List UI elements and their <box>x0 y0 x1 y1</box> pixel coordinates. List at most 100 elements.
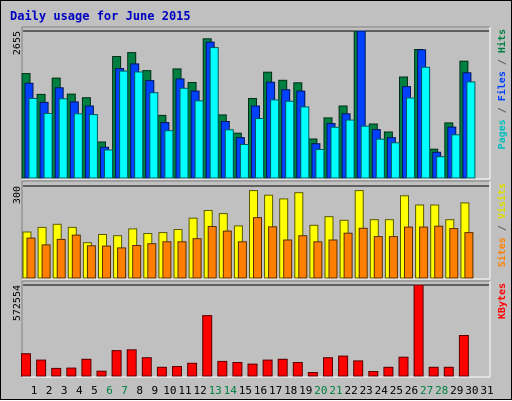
x-tick-label-day-4: 4 <box>76 384 83 397</box>
legend-entry: Sites <box>496 237 508 267</box>
pages-bar-day-28 <box>436 156 446 179</box>
pages-bar-day-9 <box>149 92 159 179</box>
pages-bar-day-12 <box>194 100 204 179</box>
sites-bar-day-14 <box>222 230 232 279</box>
pages-bar-day-22 <box>345 119 355 179</box>
kbytes-bar-day-7 <box>111 350 122 377</box>
pages-bar-day-25 <box>390 142 400 179</box>
kbytes-bar-day-18 <box>277 358 288 377</box>
pages-bar-day-6 <box>104 149 113 179</box>
pages-bar-day-21 <box>330 126 340 179</box>
legend-entry: / <box>497 101 508 119</box>
y-max-label: 2655 <box>12 31 23 55</box>
legend-entry: Hits <box>496 29 508 53</box>
x-tick-label-day-31: 31 <box>480 384 493 397</box>
kbytes-bar-day-29 <box>443 366 454 377</box>
kbytes-bar-day-23 <box>353 360 364 377</box>
pages-bar-day-18 <box>285 100 295 179</box>
sites-bar-day-2 <box>41 244 51 279</box>
pages-bar-day-17 <box>270 99 280 179</box>
x-tick-label-day-18: 18 <box>284 384 297 397</box>
pages-bar-day-24 <box>375 138 385 179</box>
x-tick-label-day-3: 3 <box>61 384 68 397</box>
sites-bar-day-25 <box>388 236 398 279</box>
kbytes-bar-day-10 <box>156 366 167 377</box>
pages-bar-day-26 <box>406 97 415 179</box>
x-axis-labels: 1 2 3 4 5 6 7 8 9 10 11 12 13 14 15 16 17 18 19 20 21 22 23 24 2… <box>31 384 494 397</box>
kbytes-bar-day-2 <box>36 359 47 377</box>
kbytes-bar-day-27 <box>413 284 424 377</box>
sites-bar-day-7 <box>117 247 127 279</box>
x-tick-label-day-24: 24 <box>375 384 389 397</box>
x-tick-label-day-22: 22 <box>344 384 357 397</box>
y-max-label: 300 <box>12 186 23 204</box>
x-tick-label-day-26: 26 <box>405 384 418 397</box>
pages-bar-day-29 <box>451 134 461 179</box>
x-tick-label-day-28: 28 <box>435 384 448 397</box>
pages-bar-day-23 <box>360 125 370 179</box>
x-tick-label-day-16: 16 <box>254 384 267 397</box>
x-tick-label-day-30: 30 <box>465 384 478 397</box>
pages-bar-day-27 <box>421 66 431 179</box>
y-max-label: 572554 <box>12 285 23 321</box>
kbytes-bar-day-20 <box>307 372 318 377</box>
pages-bar-day-3 <box>58 98 68 179</box>
chart-panels: 2655 Pages / Files / Hits 300 Sites / Visit… <box>12 26 508 378</box>
sites-bar-day-28 <box>434 225 444 279</box>
pages-bar-day-8 <box>134 71 144 179</box>
x-tick-label-day-21: 21 <box>329 384 342 397</box>
pages-bar-day-11 <box>179 87 189 179</box>
x-tick-label-day-10: 10 <box>163 384 176 397</box>
kbytes-bar-day-22 <box>338 355 349 377</box>
kbytes-bar-day-26 <box>398 356 409 377</box>
sites-bar-day-4 <box>71 234 81 279</box>
kbytes-bar-day-8 <box>126 349 137 377</box>
kbytes-bar-day-17 <box>262 359 273 377</box>
kbytes-bar-day-12 <box>187 362 198 377</box>
sites-bar-day-21 <box>328 239 338 279</box>
legend-hits: Pages / Files / Hits <box>496 29 508 149</box>
panel-visits: 300 Sites / Visits <box>12 180 508 280</box>
kbytes-bar-day-3 <box>51 367 62 377</box>
sites-bar-day-19 <box>298 235 308 279</box>
kbytes-bar-day-21 <box>323 357 333 377</box>
legend-entry: / <box>497 53 508 71</box>
x-tick-label-day-9: 9 <box>151 384 158 397</box>
sites-bar-day-9 <box>147 243 157 279</box>
sites-bar-day-12 <box>192 238 202 279</box>
x-tick-label-day-17: 17 <box>269 384 282 397</box>
kbytes-bar-day-25 <box>383 366 394 377</box>
x-tick-label-day-27: 27 <box>420 384 433 397</box>
x-tick-label-day-8: 8 <box>136 384 143 397</box>
x-tick-label-day-11: 11 <box>178 384 191 397</box>
x-tick-label-day-23: 23 <box>360 384 373 397</box>
legend-kbytes: KBytes <box>497 283 508 319</box>
pages-bar-day-5 <box>88 114 98 179</box>
pages-bar-day-19 <box>300 106 310 179</box>
pages-bar-day-1 <box>28 98 38 179</box>
sites-bar-day-18 <box>283 239 293 279</box>
pages-bar-day-7 <box>119 70 129 179</box>
sites-bar-day-15 <box>237 241 247 279</box>
kbytes-bar-day-15 <box>232 362 243 377</box>
sites-bar-day-30 <box>464 232 474 279</box>
kbytes-bar-day-6 <box>96 370 107 377</box>
x-tick-label-day-29: 29 <box>450 384 463 397</box>
pages-bar-day-15 <box>239 144 249 179</box>
sites-bar-day-11 <box>177 241 187 279</box>
x-tick-label-day-20: 20 <box>314 384 327 397</box>
series-kbytes <box>21 284 469 377</box>
kbytes-bar-day-5 <box>81 358 92 377</box>
kbytes-bar-day-1 <box>21 353 31 377</box>
sites-bar-day-3 <box>56 238 66 279</box>
legend-entry: Files <box>496 71 508 101</box>
sites-bar-day-17 <box>268 226 278 279</box>
x-tick-label-day-1: 1 <box>31 384 38 397</box>
pages-bar-day-16 <box>255 118 264 179</box>
sites-bar-day-20 <box>313 241 323 279</box>
panel-kbytes: 572554 KBytes <box>12 280 508 378</box>
kbytes-bar-day-24 <box>368 371 379 377</box>
sites-bar-day-26 <box>404 226 413 279</box>
